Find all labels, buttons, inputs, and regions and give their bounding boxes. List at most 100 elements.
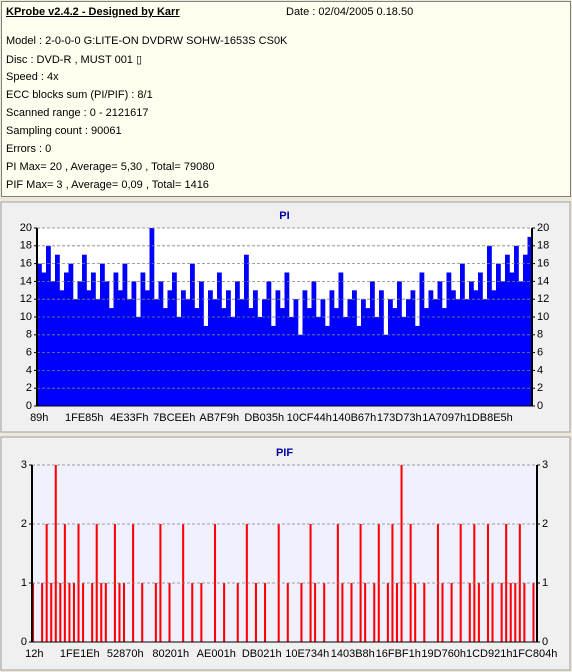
bar: [131, 281, 137, 406]
bar: [141, 583, 144, 642]
x-tick-label: 80201h: [152, 648, 189, 660]
bar: [145, 290, 150, 406]
x-tick-label: 19D760h: [421, 648, 466, 660]
y-tick-label: 14: [20, 275, 32, 287]
bar: [163, 308, 168, 406]
y2-tick-label: 20: [537, 222, 549, 234]
info-panel: KProbe v2.4.2 - Designed by Karr Date : …: [1, 1, 571, 197]
y-tick-label: 0: [26, 400, 32, 412]
bar: [200, 583, 203, 642]
bar: [172, 272, 177, 406]
bar: [309, 524, 312, 642]
y-tick-label: 6: [26, 347, 32, 359]
bar: [266, 281, 272, 406]
bar: [264, 583, 267, 642]
bar: [423, 583, 426, 642]
info-line: Disc : DVD-R , MUST 001 ▯: [6, 54, 143, 66]
info-line: Sampling count : 90061: [6, 125, 122, 137]
bar: [159, 524, 162, 642]
y2-tick-label: 0: [542, 636, 548, 648]
x-tick-label: DB021h: [242, 648, 282, 660]
x-tick-label: 1A7097h: [422, 412, 466, 424]
bar: [213, 524, 217, 642]
bar: [154, 299, 159, 406]
bar: [341, 583, 344, 642]
y-tick-label: 16: [20, 258, 32, 270]
y-tick-label: 20: [20, 222, 32, 234]
bar: [82, 254, 87, 406]
x-tick-label: 4E33Fh: [110, 412, 149, 424]
bar: [181, 290, 186, 406]
bar: [91, 272, 96, 406]
scan-date: Date : 02/04/2005 0.18.50: [286, 6, 414, 18]
y-tick-label: 4: [26, 364, 32, 376]
bar: [523, 254, 528, 406]
y-tick-label: 2: [21, 518, 27, 530]
bar: [527, 236, 533, 406]
bar: [395, 583, 399, 642]
bar: [400, 465, 403, 642]
bar: [109, 308, 114, 406]
bar: [307, 308, 312, 406]
bar: [415, 325, 420, 406]
bar: [286, 583, 289, 642]
y2-tick-label: 4: [537, 364, 543, 376]
bar: [235, 281, 240, 406]
bar: [59, 583, 62, 642]
bar: [311, 281, 317, 406]
bar: [352, 290, 357, 406]
y2-tick-label: 8: [537, 329, 543, 341]
bar: [437, 281, 443, 406]
bar: [41, 272, 47, 406]
bar: [46, 245, 51, 406]
bar: [203, 325, 209, 406]
bar: [334, 308, 339, 406]
y2-tick-label: 10: [537, 311, 549, 323]
info-line: PIF Max= 3 , Average= 0,09 , Total= 1416: [6, 179, 209, 191]
bar: [122, 583, 126, 642]
bar: [518, 281, 524, 406]
bar: [104, 583, 107, 642]
x-tick-label: 140B67h: [332, 412, 376, 424]
y-tick-label: 12: [20, 293, 32, 305]
bar: [338, 272, 344, 406]
info-line: Speed : 4x: [6, 71, 59, 83]
bar: [401, 317, 407, 406]
bar: [298, 334, 303, 406]
bar: [293, 299, 299, 406]
y2-tick-label: 3: [542, 459, 548, 471]
bar: [509, 272, 515, 406]
bar: [191, 583, 194, 642]
bar: [271, 325, 276, 406]
y2-tick-label: 0: [537, 400, 543, 412]
x-tick-label: 16FBF1h: [376, 648, 421, 660]
app-title: KProbe v2.4.2 - Designed by Karr: [6, 6, 180, 18]
y2-tick-label: 14: [537, 275, 549, 287]
bar: [284, 272, 290, 406]
bar: [450, 583, 453, 642]
bar: [254, 583, 257, 642]
bar: [477, 583, 480, 642]
charts: PI 89h 1FE85h 4E33Fh 7BCEEh AB7F9h DB035h 10CF4…: [0, 201, 571, 671]
bar: [514, 583, 517, 642]
bar: [478, 272, 483, 406]
bar: [500, 281, 506, 406]
x-tick-label: 7BCEEh: [153, 412, 195, 424]
bar: [168, 583, 171, 642]
bar: [158, 281, 164, 406]
x-tick-label: 1DB8E5h: [466, 412, 513, 424]
x-tick-label: 1CD921h: [466, 648, 512, 660]
y2-tick-label: 12: [537, 293, 549, 305]
info-line: PI Max= 20 , Average= 5,30 , Total= 7908…: [6, 161, 215, 173]
bar: [356, 325, 362, 406]
bar: [54, 465, 57, 642]
bar: [167, 290, 173, 406]
bar: [149, 228, 155, 406]
bar: [50, 281, 56, 406]
bar: [230, 317, 236, 406]
bar: [359, 524, 362, 642]
bar: [350, 583, 353, 642]
bar: [244, 254, 249, 406]
y-tick-label: 2: [26, 382, 32, 394]
